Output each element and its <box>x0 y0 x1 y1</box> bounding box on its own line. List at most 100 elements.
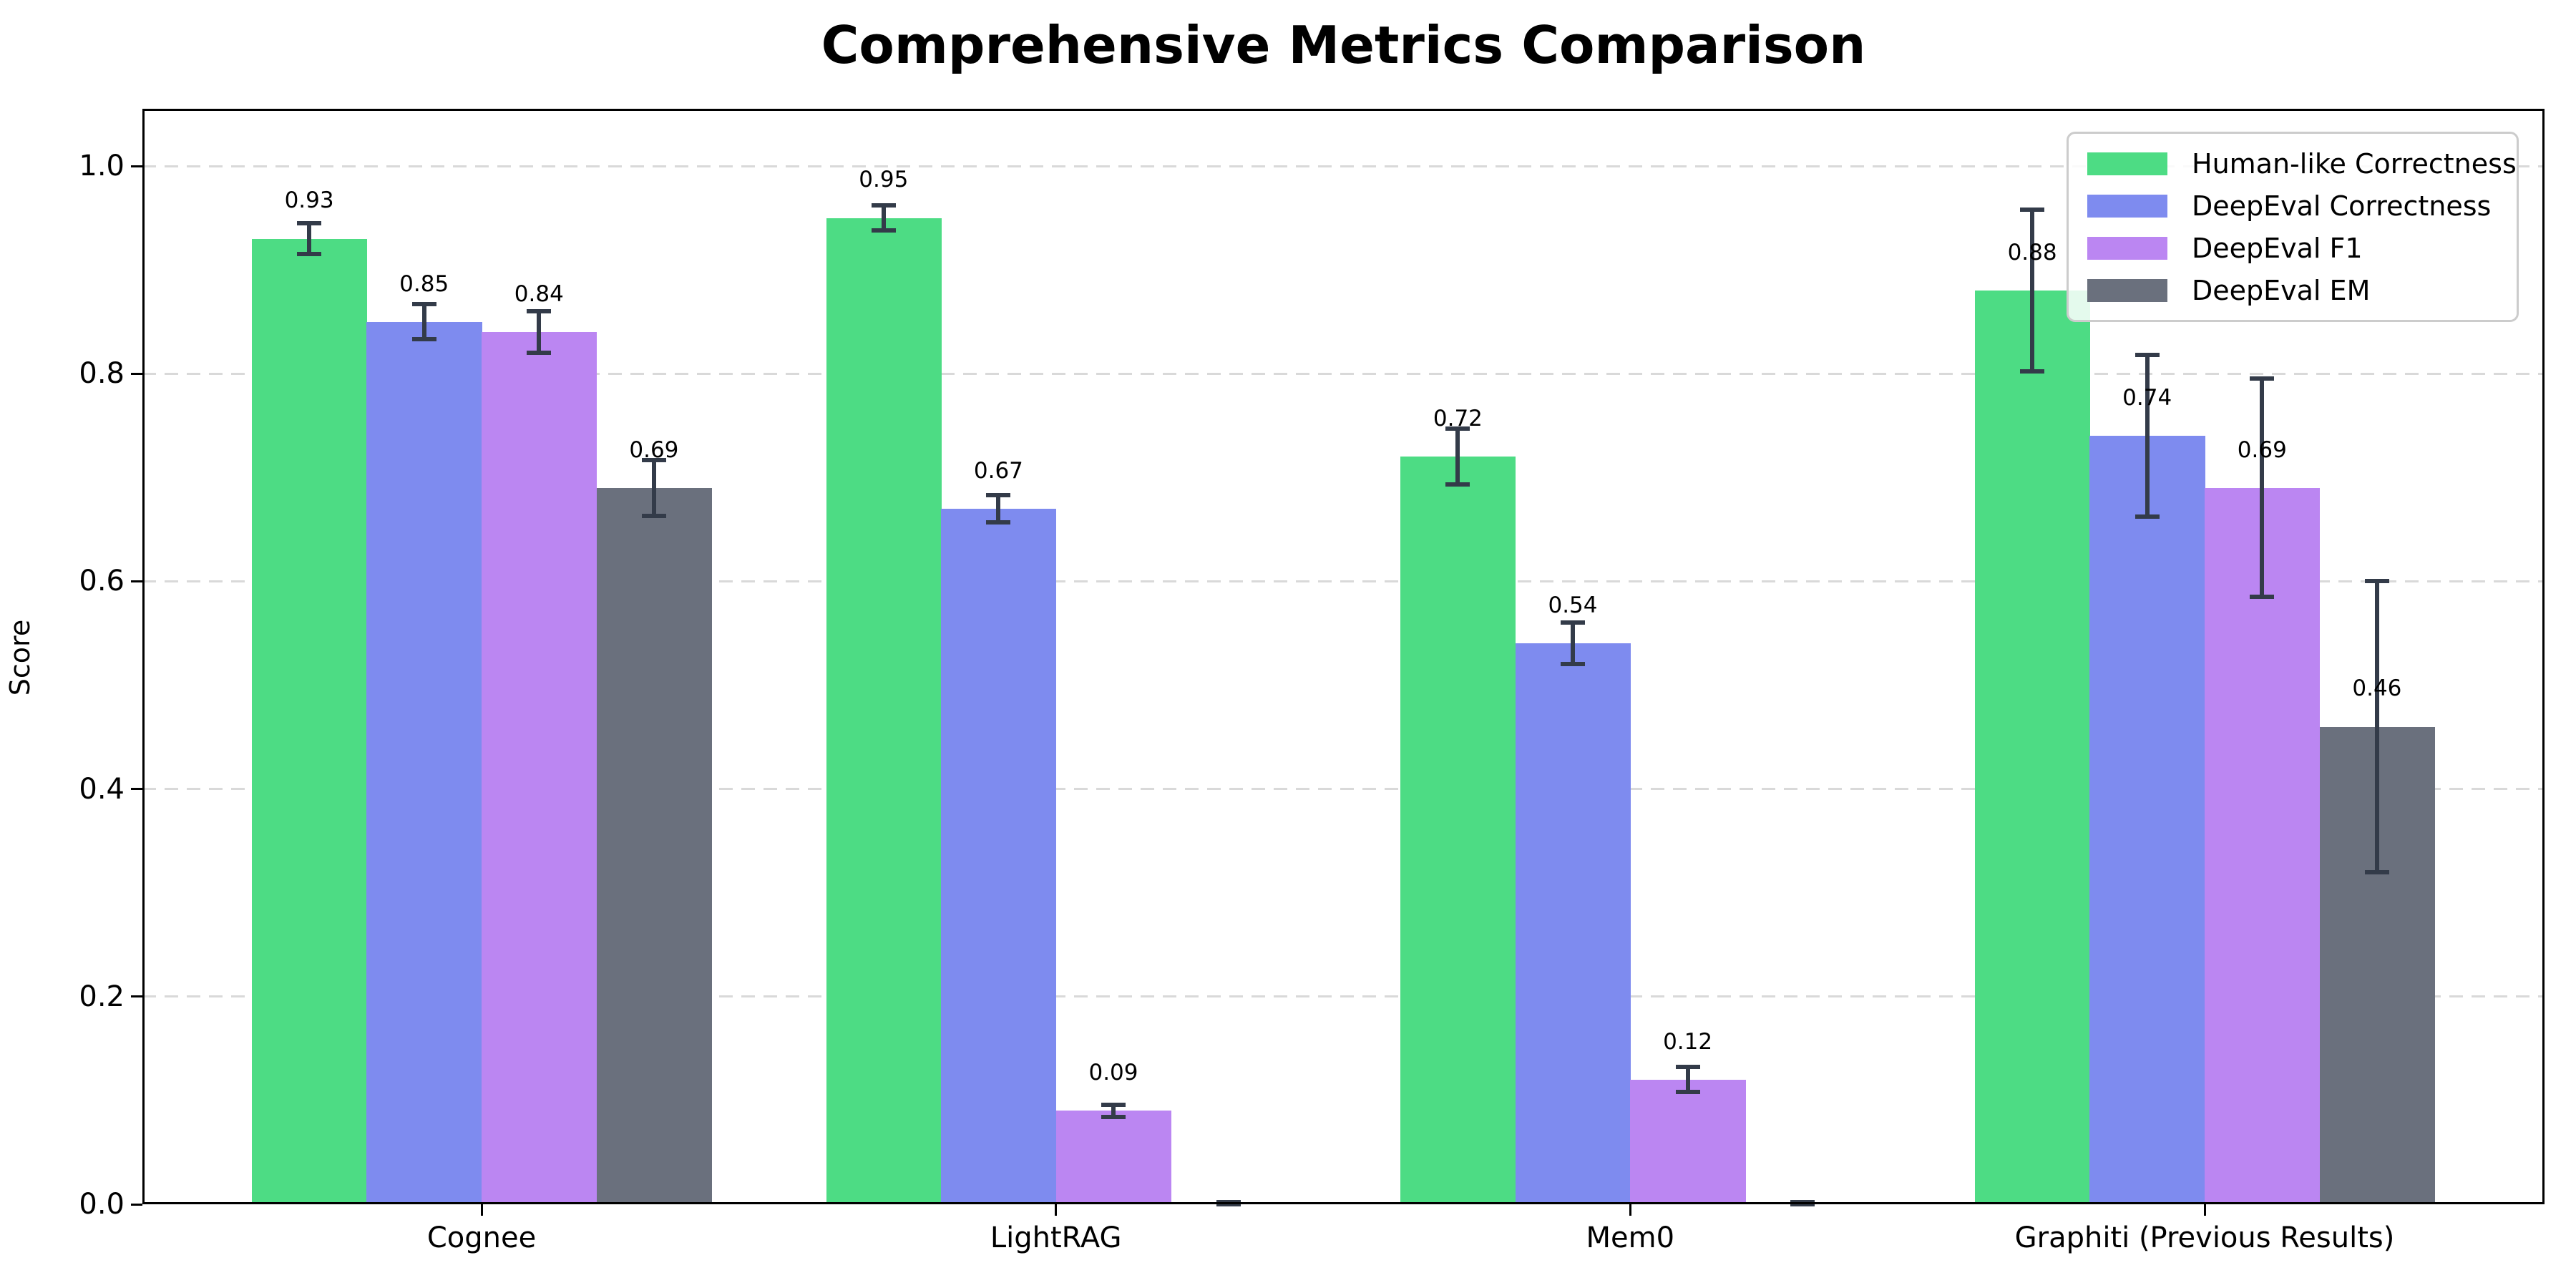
error-bar <box>1685 1067 1690 1093</box>
error-bar-cap <box>2020 207 2045 212</box>
bar-value-label: 0.54 <box>1548 592 1598 619</box>
y-tick-label: 0.8 <box>79 357 125 391</box>
error-bar <box>1455 429 1460 485</box>
legend-item: DeepEval F1 <box>2069 227 2517 269</box>
error-bar-cap <box>641 457 666 462</box>
error-bar <box>307 223 312 255</box>
x-tick-label: Graphiti (Previous Results) <box>2014 1221 2395 1254</box>
error-bar-cap <box>297 220 322 225</box>
error-bar-cap <box>527 351 552 356</box>
bar <box>941 508 1057 1204</box>
y-tick-mark <box>131 165 142 167</box>
error-bar-cap <box>297 252 322 257</box>
error-bar-cap <box>986 519 1011 525</box>
bar-value-label: 0.69 <box>629 436 679 463</box>
bar-value-label: 0.69 <box>2237 436 2287 463</box>
bar <box>596 487 712 1204</box>
error-bar-cap <box>1675 1065 1700 1070</box>
error-bar-cap <box>1101 1102 1126 1107</box>
y-tick-label: 0.0 <box>79 1188 125 1221</box>
gridline <box>142 788 2545 791</box>
error-bar-cap <box>1790 1200 1815 1205</box>
x-tick-mark <box>2203 1204 2206 1216</box>
gridline <box>142 165 2545 167</box>
x-tick-mark <box>1629 1204 1631 1216</box>
bar <box>1515 643 1631 1204</box>
chart-title: Comprehensive Metrics Comparison <box>821 15 1866 75</box>
y-tick-mark <box>131 1203 142 1206</box>
y-tick-label: 1.0 <box>79 150 125 182</box>
y-tick-mark <box>131 995 142 998</box>
x-tick-mark <box>480 1204 483 1216</box>
y-tick-label: 0.2 <box>79 980 125 1013</box>
error-bar <box>1111 1104 1116 1118</box>
bar <box>1974 291 2091 1204</box>
error-bar-cap <box>527 309 552 314</box>
error-bar-cap <box>2364 869 2389 874</box>
legend-swatch-icon <box>2087 278 2167 302</box>
bar-value-label: 0.93 <box>284 187 334 214</box>
error-bar <box>537 311 542 353</box>
x-tick-label: Mem0 <box>1586 1221 1675 1254</box>
error-bar-cap <box>986 492 1011 497</box>
error-bar <box>2260 379 2265 597</box>
bar <box>482 332 597 1204</box>
legend-label: DeepEval EM <box>2192 274 2371 306</box>
error-bar-cap <box>2364 579 2389 584</box>
error-bar <box>421 304 426 340</box>
bar-value-label: 0.67 <box>973 457 1023 484</box>
legend-label: DeepEval Correctness <box>2192 190 2492 222</box>
error-bar <box>2145 355 2150 517</box>
y-tick-mark <box>131 788 142 791</box>
error-bar-cap <box>1561 662 1585 667</box>
legend-swatch-icon <box>2087 236 2167 260</box>
bar-value-label: 0.95 <box>859 167 909 193</box>
bar-value-label: 0.84 <box>514 281 564 308</box>
error-bar-cap <box>1561 620 1585 625</box>
legend-swatch-icon <box>2087 194 2167 218</box>
error-bar-cap <box>871 203 896 208</box>
error-bar-cap <box>871 228 896 233</box>
x-tick-label: LightRAG <box>990 1221 1122 1254</box>
bar <box>366 321 482 1204</box>
error-bar-cap <box>1445 482 1470 487</box>
bar-value-label: 0.74 <box>2122 385 2172 411</box>
legend-item: DeepEval EM <box>2069 269 2517 311</box>
bar-value-label: 0.85 <box>399 270 449 297</box>
error-bar <box>996 494 1001 522</box>
y-tick-mark <box>131 372 142 375</box>
bar <box>1400 457 1516 1204</box>
error-bar <box>881 205 886 230</box>
bar <box>826 218 942 1204</box>
legend-item: DeepEval Correctness <box>2069 185 2517 227</box>
bar-value-label: 0.12 <box>1663 1028 1713 1055</box>
x-tick-mark <box>1055 1204 1058 1216</box>
y-axis-label: Score <box>4 619 36 696</box>
error-bar-cap <box>2135 353 2160 358</box>
legend-label: Human-like Correctness <box>2192 147 2517 180</box>
error-bar-cap <box>411 301 436 306</box>
error-bar <box>651 459 656 516</box>
bar <box>1055 1111 1172 1204</box>
error-bar-cap <box>2250 595 2275 600</box>
bar-value-label: 0.88 <box>2007 240 2057 266</box>
error-bar-cap <box>641 514 666 518</box>
legend-label: DeepEval F1 <box>2192 232 2363 264</box>
legend-item: Human-like Correctness <box>2069 142 2517 185</box>
bar-value-label: 0.09 <box>1088 1060 1138 1086</box>
y-tick-mark <box>131 580 142 582</box>
error-bar-cap <box>2135 514 2160 519</box>
bar-value-label: 0.46 <box>2352 675 2402 702</box>
bar <box>1630 1079 1746 1204</box>
bar <box>2089 436 2205 1204</box>
gridline <box>142 995 2545 998</box>
bar-value-label: 0.72 <box>1433 406 1483 432</box>
y-tick-label: 0.6 <box>79 565 125 598</box>
error-bar-cap <box>1445 426 1470 431</box>
error-bar-cap <box>1216 1200 1241 1205</box>
y-tick-label: 0.4 <box>79 772 125 806</box>
error-bar-cap <box>411 337 436 342</box>
error-bar <box>2030 209 2035 372</box>
legend: Human-like Correctness DeepEval Correctne… <box>2067 132 2519 322</box>
